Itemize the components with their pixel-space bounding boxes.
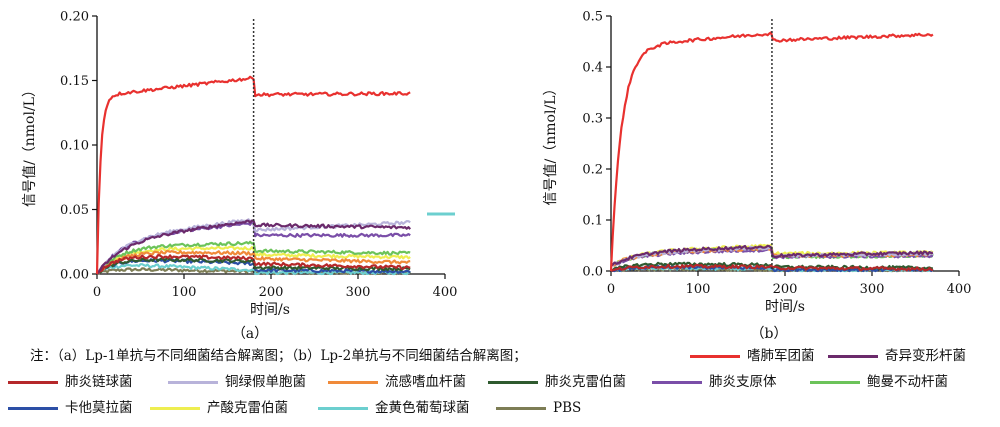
legend-swatch: [150, 406, 200, 410]
chart-b: 0.0 0.1 0.2 0.3 0.4 0.5 0 100 200 300 400 时间/s 信号值/（…: [543, 10, 971, 341]
x-tick-label: 0: [607, 282, 615, 297]
x-tick-label: 400: [433, 285, 458, 300]
x-tick-label: 300: [346, 285, 371, 300]
legend-swatch: [328, 380, 378, 384]
legend-label: 流感嗜血杆菌: [385, 374, 466, 390]
y-axis-label: 信号值/（nmol/L）: [543, 82, 559, 206]
x-axis-label: 时间/s: [250, 302, 290, 318]
legend-label: 肺炎链球菌: [65, 374, 133, 390]
legend-item-klebsiella-pneumoniae: 肺炎克雷伯菌: [488, 369, 626, 395]
y-tick-label: 0.2: [582, 163, 603, 178]
legend-item-acinetobacter: 鲍曼不动杆菌: [810, 369, 948, 395]
panel-caption: （a）: [232, 326, 268, 340]
legend-label: 嗜肺军团菌: [747, 348, 815, 364]
legend-item-mycoplasma: 肺炎支原体: [652, 369, 777, 395]
legend-swatch: [8, 406, 58, 410]
legend-swatch: [8, 380, 58, 384]
series-line-klebsiella-oxytoca: [96, 245, 411, 275]
y-tick-label: 0.15: [60, 74, 89, 89]
y-tick-label: 0.4: [582, 61, 603, 76]
legend-swatch: [488, 380, 538, 384]
legend-row-2: 肺炎链球菌 铜绿假单胞菌 流感嗜血杆菌 肺炎克雷伯菌 肺炎支原体 鲍曼不动杆菌: [0, 369, 1000, 395]
y-tick-label: 0.00: [60, 268, 89, 283]
legend-item-proteus: 奇异变形杆菌: [828, 343, 966, 369]
legend-label: 鲍曼不动杆菌: [867, 374, 948, 390]
legend-label: 铜绿假单胞菌: [225, 374, 306, 390]
y-axis-label: 信号值/（nmol/L）: [22, 83, 38, 207]
legend-swatch: [828, 354, 878, 358]
x-tick-label: 100: [686, 282, 711, 297]
legend-item-pseudomonas: 铜绿假单胞菌: [168, 369, 306, 395]
y-tick-label: 0.10: [60, 139, 89, 154]
legend-label: 卡他莫拉菌: [65, 400, 133, 416]
legend-swatch: [318, 406, 368, 410]
x-tick-label: 300: [860, 282, 885, 297]
legend-label: 产酸克雷伯菌: [207, 400, 288, 416]
chart-a: 0.00 0.05 0.10 0.15 0.20 0 100 200 300 400 时间/s 信号值…: [22, 10, 457, 341]
legend-item-haemophilus: 流感嗜血杆菌: [328, 369, 466, 395]
legend-item-moraxella: 卡他莫拉菌: [8, 395, 133, 421]
legend-swatch: [652, 380, 702, 384]
y-tick-label: 0.1: [582, 214, 603, 229]
legend-label: 金黄色葡萄球菌: [375, 400, 470, 416]
legend-item-pbs: PBS: [496, 395, 581, 421]
legend-label: 奇异变形杆菌: [885, 348, 966, 364]
x-tick-label: 0: [93, 285, 101, 300]
x-axis-label: 时间/s: [765, 299, 805, 315]
series-line-pneumococcus: [610, 263, 934, 273]
legend-label: 肺炎克雷伯菌: [545, 374, 626, 390]
y-tick-label: 0.3: [582, 112, 603, 127]
legend-swatch: [168, 380, 218, 384]
legend-label: 肺炎支原体: [709, 374, 777, 390]
legend-row-3: 卡他莫拉菌 产酸克雷伯菌 金黄色葡萄球菌 PBS: [0, 395, 1000, 421]
legend-item-staphylococcus: 金黄色葡萄球菌: [318, 395, 470, 421]
y-tick-label: 0.5: [582, 10, 603, 25]
legend-swatch: [496, 406, 546, 410]
panel-caption: （b）: [751, 326, 788, 340]
x-tick-label: 200: [773, 282, 798, 297]
legend-item-klebsiella-oxytoca: 产酸克雷伯菌: [150, 395, 288, 421]
charts-figure: 0.000.050.100.150.200 100 200 300 400时间/s信号值…: [22, 10, 971, 341]
legend-label: PBS: [553, 400, 582, 416]
legend-swatch: [690, 354, 740, 358]
x-tick-label: 100: [172, 285, 197, 300]
x-tick-label: 400: [947, 282, 972, 297]
x-tick-label: 200: [259, 285, 284, 300]
legend-swatch: [810, 380, 860, 384]
y-tick-label: 0.0: [582, 265, 603, 280]
legend-row-1: 注：（a）Lp-1单抗与不同细菌结合解离图；（b）Lp-2单抗与不同细菌结合解离…: [0, 343, 1000, 369]
y-tick-label: 0.05: [60, 203, 89, 218]
legend-item-legionella: 嗜肺军团菌: [690, 343, 815, 369]
y-tick-label: 0.20: [60, 10, 89, 25]
legend-item-pneumococcus: 肺炎链球菌: [8, 369, 133, 395]
figure-note: 注：（a）Lp-1单抗与不同细菌结合解离图；（b）Lp-2单抗与不同细菌结合解离…: [30, 348, 527, 364]
